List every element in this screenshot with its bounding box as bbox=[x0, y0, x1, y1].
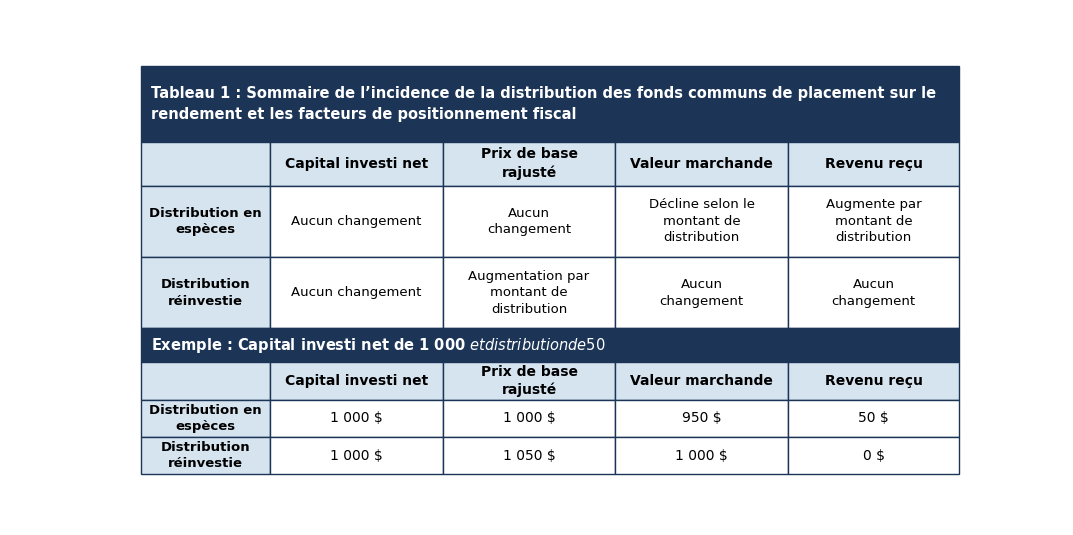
Bar bbox=[141, 66, 959, 142]
Text: 1 000 $: 1 000 $ bbox=[502, 411, 556, 425]
Text: Distribution en
espèces: Distribution en espèces bbox=[149, 404, 262, 433]
Bar bbox=[788, 437, 959, 474]
Text: Revenu reçu: Revenu reçu bbox=[825, 157, 923, 171]
Bar bbox=[141, 257, 270, 328]
Text: 1 000 $: 1 000 $ bbox=[330, 448, 383, 463]
Text: 1 000 $: 1 000 $ bbox=[675, 448, 729, 463]
Text: Distribution
réinvestie: Distribution réinvestie bbox=[161, 441, 250, 470]
Text: Valeur marchande: Valeur marchande bbox=[630, 157, 774, 171]
Text: Distribution en
espèces: Distribution en espèces bbox=[149, 207, 262, 236]
Bar bbox=[616, 142, 788, 186]
Text: Tableau 1 : Sommaire de l’incidence de la distribution des fonds communs de plac: Tableau 1 : Sommaire de l’incidence de l… bbox=[150, 86, 936, 122]
Bar bbox=[270, 142, 443, 186]
Bar bbox=[616, 186, 788, 257]
Bar bbox=[616, 437, 788, 474]
Bar bbox=[788, 400, 959, 437]
Bar bbox=[141, 400, 270, 437]
Bar bbox=[788, 142, 959, 186]
Bar bbox=[270, 257, 443, 328]
Bar bbox=[443, 186, 616, 257]
Text: Aucun changement: Aucun changement bbox=[291, 286, 422, 299]
Bar bbox=[788, 362, 959, 400]
Bar bbox=[443, 437, 616, 474]
Text: Capital investi net: Capital investi net bbox=[284, 157, 428, 171]
Text: Aucun
changement: Aucun changement bbox=[660, 278, 744, 308]
Text: Distribution
réinvestie: Distribution réinvestie bbox=[161, 278, 250, 308]
Text: Revenu reçu: Revenu reçu bbox=[825, 374, 923, 388]
Text: Prix de base
rajusté: Prix de base rajusté bbox=[481, 365, 577, 397]
Bar bbox=[788, 186, 959, 257]
Bar bbox=[270, 400, 443, 437]
Text: Aucun
changement: Aucun changement bbox=[487, 207, 571, 236]
Text: Capital investi net: Capital investi net bbox=[284, 374, 428, 388]
Bar bbox=[443, 257, 616, 328]
Text: Aucun changement: Aucun changement bbox=[291, 215, 422, 228]
Text: Décline selon le
montant de
distribution: Décline selon le montant de distribution bbox=[649, 198, 754, 244]
Text: Augmente par
montant de
distribution: Augmente par montant de distribution bbox=[826, 198, 922, 244]
Text: 1 050 $: 1 050 $ bbox=[502, 448, 556, 463]
Text: 0 $: 0 $ bbox=[863, 448, 884, 463]
Text: Valeur marchande: Valeur marchande bbox=[630, 374, 774, 388]
Bar bbox=[270, 186, 443, 257]
Bar bbox=[616, 257, 788, 328]
Bar bbox=[141, 142, 270, 186]
Bar bbox=[270, 362, 443, 400]
Text: Prix de base
rajusté: Prix de base rajusté bbox=[481, 148, 577, 180]
Text: 950 $: 950 $ bbox=[681, 411, 721, 425]
Bar bbox=[788, 257, 959, 328]
Text: Exemple : Capital investi net de 1 000 $ et distribution de 50 $: Exemple : Capital investi net de 1 000 $… bbox=[150, 336, 606, 355]
Text: 1 000 $: 1 000 $ bbox=[330, 411, 383, 425]
Bar bbox=[616, 362, 788, 400]
Text: Augmentation par
montant de
distribution: Augmentation par montant de distribution bbox=[469, 270, 589, 316]
Text: Aucun
changement: Aucun changement bbox=[832, 278, 915, 308]
Bar bbox=[141, 437, 270, 474]
Bar bbox=[141, 328, 959, 362]
Bar bbox=[141, 362, 270, 400]
Bar bbox=[141, 186, 270, 257]
Bar bbox=[616, 400, 788, 437]
Bar bbox=[443, 400, 616, 437]
Bar bbox=[443, 362, 616, 400]
Text: 50 $: 50 $ bbox=[858, 411, 888, 425]
Bar bbox=[443, 142, 616, 186]
Bar bbox=[270, 437, 443, 474]
